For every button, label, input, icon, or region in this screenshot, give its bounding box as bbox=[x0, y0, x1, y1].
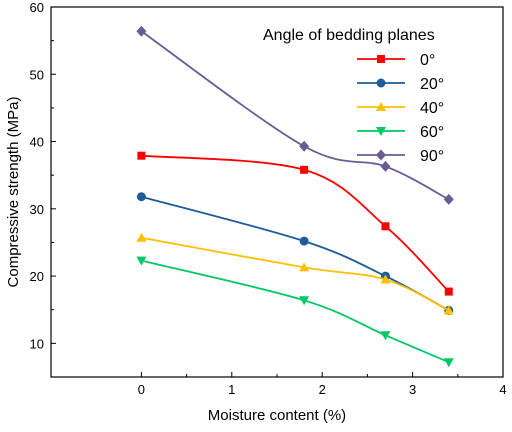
x-tick-label: 2 bbox=[319, 382, 326, 397]
y-tick-label: 30 bbox=[30, 202, 44, 217]
data-point bbox=[136, 256, 147, 266]
y-tick-label: 50 bbox=[30, 67, 44, 82]
legend-entry: 90° bbox=[357, 148, 444, 165]
data-point bbox=[300, 165, 309, 174]
data-point bbox=[377, 55, 385, 63]
y-tick-label: 60 bbox=[30, 0, 44, 15]
x-axis-title: Moisture content (%) bbox=[208, 407, 346, 424]
x-tick-label: 3 bbox=[409, 382, 416, 397]
series-line bbox=[141, 236, 450, 312]
data-point bbox=[376, 102, 386, 111]
legend-label: 20° bbox=[420, 76, 444, 93]
legend-entry: 40° bbox=[357, 100, 444, 117]
data-point bbox=[381, 222, 390, 231]
data-point bbox=[136, 192, 146, 202]
legend-entry: 0° bbox=[357, 52, 435, 69]
data-point bbox=[443, 358, 454, 368]
data-point bbox=[444, 287, 453, 296]
data-point bbox=[443, 305, 454, 315]
legend-entry: 60° bbox=[357, 124, 444, 141]
x-tick-label: 1 bbox=[228, 382, 235, 397]
data-point bbox=[443, 193, 454, 205]
data-point bbox=[299, 296, 310, 306]
series-1 bbox=[136, 192, 454, 315]
legend-label: 60° bbox=[420, 124, 444, 141]
data-point bbox=[136, 25, 147, 37]
axes: 0 1 2 3 4 10 20 30 40 50 60 bbox=[30, 0, 507, 397]
data-point bbox=[380, 160, 391, 172]
legend-title: Angle of bedding planes bbox=[263, 27, 435, 44]
series-line bbox=[140, 30, 450, 201]
series-0 bbox=[137, 151, 453, 296]
series-layer bbox=[136, 25, 454, 368]
data-point bbox=[380, 331, 391, 341]
data-point bbox=[137, 151, 146, 160]
data-point bbox=[136, 232, 147, 242]
data-point bbox=[299, 236, 309, 246]
series-3 bbox=[136, 256, 454, 368]
data-point bbox=[299, 140, 310, 152]
series-line bbox=[141, 154, 450, 293]
legend: 0° 20° 40° 60° 90° bbox=[357, 52, 444, 165]
y-axis-title: Compressive strength (MPa) bbox=[5, 97, 22, 288]
x-tick-label: 4 bbox=[499, 382, 506, 397]
y-tick-label: 10 bbox=[30, 336, 44, 351]
data-point bbox=[380, 274, 391, 284]
data-point bbox=[299, 262, 310, 272]
y-tick-label: 20 bbox=[30, 269, 44, 284]
data-point bbox=[376, 78, 386, 88]
legend-label: 90° bbox=[420, 148, 444, 165]
x-tick-label: 0 bbox=[138, 382, 145, 397]
data-point bbox=[376, 127, 386, 136]
legend-label: 40° bbox=[420, 100, 444, 117]
legend-entry: 20° bbox=[357, 76, 444, 93]
series-line bbox=[141, 195, 450, 312]
series-line bbox=[141, 259, 450, 364]
data-point bbox=[376, 149, 386, 161]
legend-label: 0° bbox=[420, 52, 435, 69]
series-2 bbox=[136, 232, 454, 315]
series-4 bbox=[136, 25, 454, 205]
y-tick-label: 40 bbox=[30, 135, 44, 150]
